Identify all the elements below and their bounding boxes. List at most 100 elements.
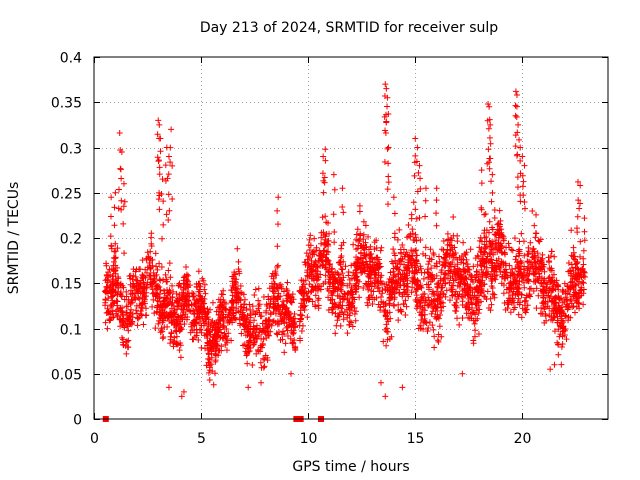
peak-point	[490, 246, 497, 253]
data-point	[500, 237, 507, 244]
data-point	[539, 265, 546, 272]
data-point	[526, 292, 533, 299]
data-point	[390, 246, 397, 253]
data-point	[465, 306, 472, 313]
data-point	[217, 314, 224, 321]
data-point	[510, 306, 517, 313]
data-point	[225, 311, 232, 318]
data-point	[214, 304, 221, 311]
data-point	[360, 218, 367, 225]
low-point	[180, 388, 187, 395]
data-point	[535, 237, 542, 244]
x-tick-label: 5	[197, 431, 206, 447]
data-point	[335, 271, 342, 278]
data-point	[114, 298, 121, 305]
data-point	[339, 270, 346, 277]
data-point	[306, 236, 313, 243]
peak-point	[512, 102, 519, 109]
data-point	[428, 310, 435, 317]
data-point	[290, 330, 297, 337]
data-point	[105, 269, 112, 276]
data-point	[501, 275, 508, 282]
data-point	[180, 280, 187, 287]
data-point	[336, 313, 343, 320]
data-point	[110, 273, 117, 280]
data-point	[493, 271, 500, 278]
data-point	[400, 286, 407, 293]
data-point	[361, 267, 368, 274]
data-point	[282, 309, 289, 316]
data-point	[104, 277, 111, 284]
data-point	[160, 334, 167, 341]
data-point	[173, 290, 180, 297]
data-point	[477, 298, 484, 305]
data-point	[133, 277, 140, 284]
peak-point	[321, 179, 328, 186]
peak-point	[391, 210, 398, 217]
data-point	[275, 329, 282, 336]
data-point	[159, 328, 166, 335]
data-point	[332, 330, 339, 337]
data-point	[270, 285, 277, 292]
data-point	[374, 280, 381, 287]
data-point	[542, 300, 549, 307]
data-point	[170, 316, 177, 323]
data-point	[330, 283, 337, 290]
data-point	[526, 270, 533, 277]
data-point	[359, 269, 366, 276]
data-point	[300, 281, 307, 288]
data-point	[580, 268, 587, 275]
data-point	[195, 337, 202, 344]
data-point	[580, 301, 587, 308]
peak-point	[417, 175, 424, 182]
data-point	[241, 301, 248, 308]
peak-point	[274, 263, 281, 270]
data-point	[462, 291, 469, 298]
data-point	[263, 309, 270, 316]
data-point	[104, 325, 111, 332]
data-point	[208, 354, 215, 361]
data-point	[436, 258, 443, 265]
peak-point	[581, 237, 588, 244]
data-point	[532, 279, 539, 286]
data-point	[241, 316, 248, 323]
data-point	[448, 282, 455, 289]
data-point	[571, 309, 578, 316]
peak-point	[160, 221, 167, 228]
data-point	[237, 303, 244, 310]
data-point	[232, 278, 239, 285]
data-point	[526, 291, 533, 298]
data-point	[106, 308, 113, 315]
data-point	[352, 282, 359, 289]
data-point	[108, 303, 115, 310]
data-point	[177, 354, 184, 361]
data-point	[305, 242, 312, 249]
peak-point	[116, 130, 123, 137]
data-point	[352, 260, 359, 267]
peak-point	[513, 114, 520, 121]
data-point	[213, 308, 220, 315]
data-point	[371, 246, 378, 253]
y-tick-label: 0.15	[51, 277, 82, 293]
data-point	[541, 319, 548, 326]
peak-point	[489, 224, 496, 231]
data-point	[297, 315, 304, 322]
data-point	[189, 290, 196, 297]
data-point	[143, 312, 150, 319]
data-point	[403, 303, 410, 310]
data-point	[430, 250, 437, 257]
data-point	[261, 356, 268, 363]
data-point	[152, 325, 159, 332]
data-point	[145, 253, 152, 260]
peak-point	[518, 230, 525, 237]
data-point	[564, 290, 571, 297]
data-point	[364, 299, 371, 306]
peak-point	[157, 135, 164, 142]
data-point	[107, 288, 114, 295]
data-point	[275, 302, 282, 309]
data-point	[177, 283, 184, 290]
data-point	[504, 274, 511, 281]
y-tick-label: 0.05	[51, 368, 82, 384]
data-point	[317, 240, 324, 247]
data-point	[538, 310, 545, 317]
